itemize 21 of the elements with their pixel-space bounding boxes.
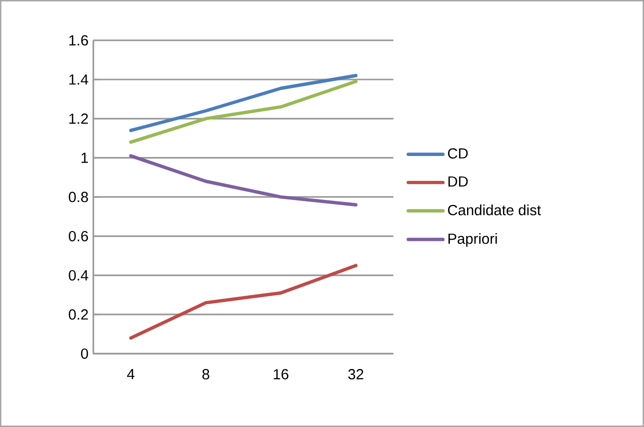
x-tick-label: 32 [348,369,364,380]
legend-label: Candidate dist [448,204,541,216]
line-series [129,154,358,206]
x-tick-label: 8 [202,369,210,380]
line-series [129,80,358,144]
x-tick-label: 16 [274,369,288,380]
legend-label: DD [448,176,468,187]
y-tick-label: 0.6 [68,230,88,242]
y-tick-label: 1.2 [69,114,88,124]
line-series [129,264,358,340]
legend-label: Papriori [448,233,497,247]
y-tick-label: 0.8 [68,192,88,202]
x-tick-label: 4 [127,369,134,380]
y-tick-label: 1.6 [69,35,88,46]
y-tick-label: 0 [81,348,88,359]
y-tick-label: 1 [82,152,88,163]
legend-label: CD [448,148,468,159]
y-tick-label: 1.4 [69,74,88,85]
line-series [129,74,358,132]
y-tick-label: 0.4 [68,270,88,281]
y-tick-label: 0.2 [68,309,88,320]
